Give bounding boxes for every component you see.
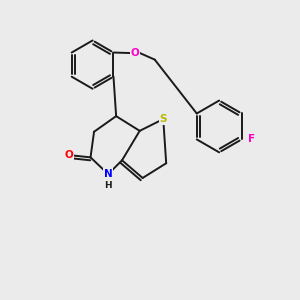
Text: H: H	[104, 181, 111, 190]
Text: S: S	[160, 114, 167, 124]
Text: F: F	[248, 134, 255, 143]
Text: O: O	[130, 48, 140, 58]
Text: N: N	[104, 169, 112, 179]
Text: O: O	[64, 150, 73, 160]
